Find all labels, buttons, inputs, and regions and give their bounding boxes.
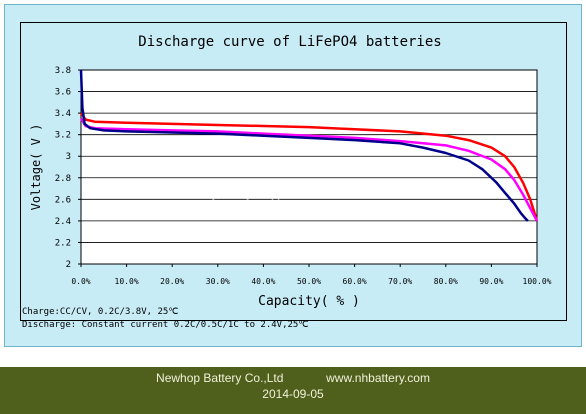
charge-note: Charge:CC/CV, 0.2C/3.8V, 25℃: [22, 307, 179, 317]
x-tick-label: 50.0%: [297, 277, 321, 286]
series-line-3: [79, 69, 529, 222]
x-tick-label: 20.0%: [160, 277, 184, 286]
footer-bar: Newhop Battery Co.,Ltd www.nhbattery.com…: [0, 367, 586, 414]
x-tick-label: 90.0%: [479, 277, 503, 286]
company-name: Newhop Battery Co.,Ltd: [156, 371, 284, 385]
y-tick-label: 2.6: [55, 195, 71, 205]
y-axis-label: Voltage( V ): [29, 124, 43, 211]
series-line-1: [79, 112, 539, 222]
x-axis-label: Capacity( % ): [258, 294, 360, 309]
x-tick-label: 70.0%: [388, 277, 412, 286]
footer-company-line: Newhop Battery Co.,Ltd www.nhbattery.com: [0, 371, 586, 385]
x-tick-label: 40.0%: [251, 277, 275, 286]
y-tick-label: 3: [66, 152, 71, 162]
plot-area: [80, 69, 538, 265]
y-tick-label: 3.4: [55, 109, 71, 119]
x-tick-label: 80.0%: [434, 277, 458, 286]
y-tick-label: 2: [66, 260, 71, 270]
y-tick-label: 3.8: [55, 66, 71, 76]
x-tick-label: 10.0%: [115, 277, 139, 286]
y-tick-label: 2.4: [55, 217, 71, 227]
chart-title: Discharge curve of LiFePO4 batteries: [138, 34, 441, 50]
x-tick-label: 30.0%: [206, 277, 230, 286]
y-tick-label: 2.8: [55, 174, 71, 184]
series-line-2: [79, 117, 539, 222]
x-tick-label: 60.0%: [343, 277, 367, 286]
x-tick-label: 0.0%: [71, 277, 90, 286]
footer-date: 2014-09-05: [262, 387, 324, 401]
y-tick-label: 2.2: [55, 238, 71, 248]
watermark-text: lipobattery.com.en: [210, 193, 390, 218]
y-tick-label: 3.6: [55, 88, 71, 98]
x-tick-label: 100.0%: [523, 277, 552, 286]
discharge-note: Discharge: Constant current 0.2C/0.5C/1C…: [22, 320, 309, 330]
y-tick-label: 3.2: [55, 131, 71, 141]
website-link[interactable]: www.nhbattery.com: [326, 371, 430, 385]
